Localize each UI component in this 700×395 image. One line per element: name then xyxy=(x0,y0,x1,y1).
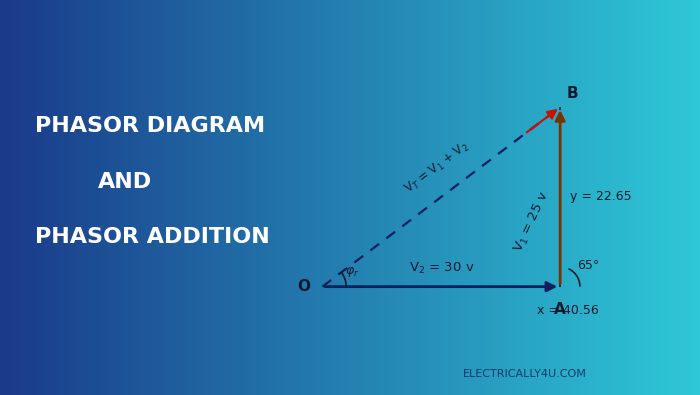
Text: PHASOR DIAGRAM: PHASOR DIAGRAM xyxy=(35,117,265,136)
Text: V$_T$ = V$_1$ + V$_2$: V$_T$ = V$_1$ + V$_2$ xyxy=(402,139,472,197)
Text: ELECTRICALLY4U.COM: ELECTRICALLY4U.COM xyxy=(463,369,587,379)
Text: PHASOR ADDITION: PHASOR ADDITION xyxy=(35,227,270,247)
Text: φ$_r$: φ$_r$ xyxy=(344,265,359,279)
Text: V$_1$ = 25 v: V$_1$ = 25 v xyxy=(511,190,553,256)
Text: A: A xyxy=(554,303,566,318)
Text: y = 22.65: y = 22.65 xyxy=(570,190,632,203)
Text: x = 40.56: x = 40.56 xyxy=(537,304,599,317)
Text: 65°: 65° xyxy=(578,260,600,273)
Text: O: O xyxy=(298,279,311,294)
Text: AND: AND xyxy=(98,172,152,192)
Text: V$_2$ = 30 v: V$_2$ = 30 v xyxy=(409,261,474,276)
Text: B: B xyxy=(566,86,578,101)
